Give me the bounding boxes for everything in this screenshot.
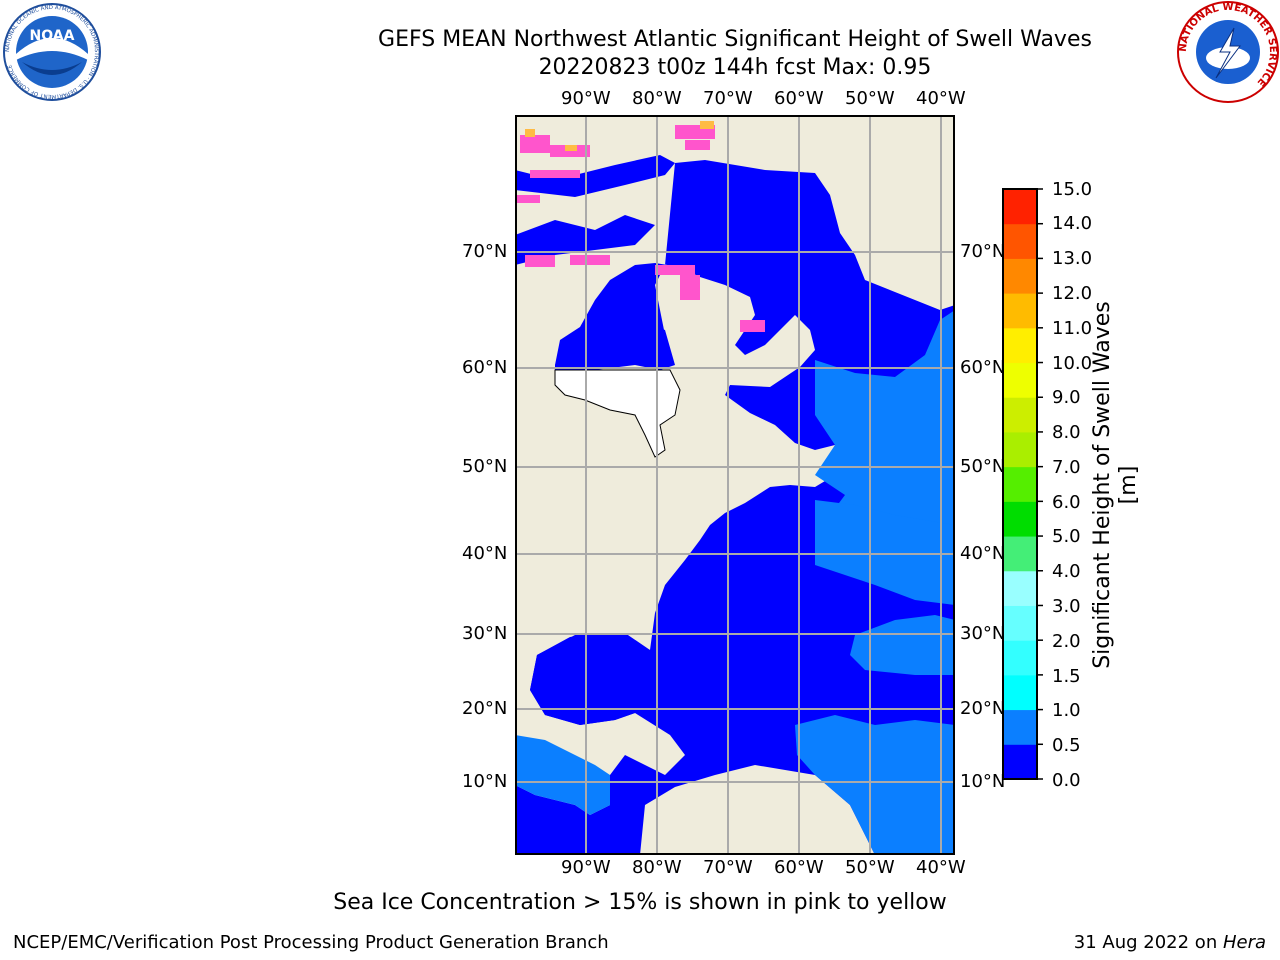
- lat-label-left: 20°N: [462, 698, 508, 719]
- colorbar-tick-label: 10.0: [1052, 353, 1093, 374]
- colorbar: [1002, 188, 1043, 780]
- lat-label-left: 40°N: [462, 543, 508, 564]
- footer-host: Hera: [1222, 932, 1266, 953]
- colorbar-cell: [1003, 258, 1037, 294]
- colorbar-tick-label: 13.0: [1052, 248, 1093, 269]
- colorbar-cell: [1003, 397, 1037, 433]
- swell-zone-south: [795, 715, 955, 855]
- noaa-logo: NATIONAL OCEANIC AND ATMOSPHERIC ADMINIS…: [3, 3, 101, 101]
- colorbar-title: Significant Height of Swell Waves [m]: [1090, 301, 1141, 669]
- colorbar-tick-label: 8.0: [1052, 422, 1081, 443]
- svg-text:NOAA: NOAA: [30, 28, 75, 44]
- lat-label-right: 20°N: [960, 698, 1006, 719]
- colorbar-cell: [1003, 431, 1037, 468]
- lon-label-bottom: 80°W: [632, 857, 682, 878]
- lat-label-left: 60°N: [462, 357, 508, 378]
- sea-ice-note: Sea Ice Concentration > 15% is shown in …: [333, 890, 947, 915]
- colorbar-tick-label: 1.5: [1052, 666, 1081, 687]
- colorbar-tick-label: 5.0: [1052, 526, 1081, 547]
- colorbar-cell: [1003, 189, 1037, 225]
- map-title: GEFS MEAN Northwest Atlantic Significant…: [378, 27, 1092, 52]
- colorbar-cell: [1003, 466, 1037, 502]
- lon-label-top: 90°W: [561, 88, 611, 109]
- colorbar-tick-label: 7.0: [1052, 457, 1081, 478]
- lon-label-bottom: 50°W: [845, 857, 895, 878]
- colorbar-cell: [1003, 501, 1037, 537]
- sea-ice-high: [525, 121, 714, 151]
- lon-label-bottom: 40°W: [916, 857, 966, 878]
- colorbar-tick-label: 6.0: [1052, 492, 1081, 513]
- lon-label-top: 60°W: [774, 88, 824, 109]
- colorbar-tick-label: 12.0: [1052, 283, 1093, 304]
- colorbar-cell: [1003, 640, 1037, 676]
- map-plot: [515, 115, 955, 855]
- colorbar-tick-label: 0.5: [1052, 735, 1081, 756]
- colorbar-tick-label: 1.0: [1052, 700, 1081, 721]
- lat-label-left: 30°N: [462, 623, 508, 644]
- lat-label-right: 60°N: [960, 357, 1006, 378]
- colorbar-cell: [1003, 570, 1037, 606]
- colorbar-tick-label: 15.0: [1052, 179, 1093, 200]
- gulf-of-mexico: [530, 633, 653, 725]
- colorbar-tick-label: 0.0: [1052, 770, 1081, 791]
- lon-label-bottom: 70°W: [703, 857, 753, 878]
- arctic-channels: [515, 155, 675, 197]
- colorbar-cell: [1003, 362, 1037, 398]
- lon-label-top: 40°W: [916, 88, 966, 109]
- colorbar-tick-label: 4.0: [1052, 561, 1081, 582]
- lon-label-bottom: 90°W: [561, 857, 611, 878]
- lat-label-right: 30°N: [960, 623, 1006, 644]
- colorbar-cell: [1003, 327, 1037, 364]
- footer-credit: NCEP/EMC/Verification Post Processing Pr…: [13, 932, 609, 953]
- lat-label-left: 50°N: [462, 456, 508, 477]
- colorbar-cell: [1003, 223, 1037, 259]
- colorbar-tick-label: 11.0: [1052, 318, 1093, 339]
- swell-zone-central: [815, 500, 955, 605]
- lon-label-top: 80°W: [632, 88, 682, 109]
- lat-label-left: 10°N: [462, 771, 508, 792]
- colorbar-tick-label: 14.0: [1052, 213, 1093, 234]
- colorbar-cell: [1003, 709, 1037, 745]
- lat-label-left: 70°N: [462, 241, 508, 262]
- colorbar-cell: [1003, 293, 1037, 329]
- colorbar-cell: [1003, 744, 1037, 780]
- colorbar-cell: [1003, 674, 1037, 711]
- colorbar-cell: [1003, 536, 1037, 572]
- lat-label-right: 40°N: [960, 543, 1006, 564]
- swell-zone-east: [850, 615, 955, 675]
- colorbar-cell: [1003, 605, 1037, 641]
- footer-date: 31 Aug 2022 on Hera: [1074, 932, 1266, 953]
- colorbar-tick-label: 9.0: [1052, 387, 1081, 408]
- lat-label-right: 70°N: [960, 241, 1006, 262]
- lat-label-right: 50°N: [960, 456, 1006, 477]
- lat-label-right: 10°N: [960, 771, 1006, 792]
- colorbar-tick-label: 2.0: [1052, 631, 1081, 652]
- colorbar-tick-label: 3.0: [1052, 596, 1081, 617]
- footer-date-text: 31 Aug 2022 on: [1073, 932, 1223, 953]
- lon-label-top: 70°W: [703, 88, 753, 109]
- lon-label-top: 50°W: [845, 88, 895, 109]
- gridlines: [515, 115, 955, 855]
- map-frame: [515, 115, 955, 855]
- nws-logo: NATIONAL WEATHER SERVICE: [1177, 1, 1279, 103]
- lon-label-bottom: 60°W: [774, 857, 824, 878]
- map-subtitle: 20220823 t00z 144h fcst Max: 0.95: [538, 55, 932, 80]
